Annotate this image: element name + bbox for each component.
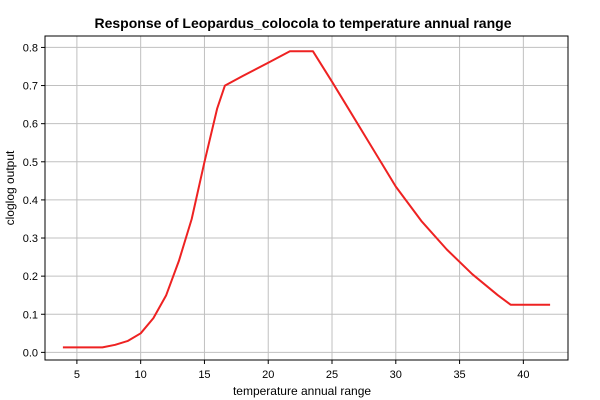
x-tick-label: 15 — [198, 369, 210, 381]
x-tick-label: 30 — [390, 369, 402, 381]
y-tick-label: 0.0 — [23, 347, 38, 359]
y-tick-label: 0.5 — [23, 157, 38, 169]
x-tick-label: 10 — [135, 369, 147, 381]
axis-ticks: 5 10 15 20 25 30 35 40 0.0 0.1 0.2 0.3 0.4 0.5 0.6 0.7 0… — [23, 42, 530, 381]
y-axis-label: cloglog output — [3, 150, 17, 225]
x-tick-label: 5 — [74, 369, 80, 381]
x-tick-label: 35 — [453, 369, 465, 381]
x-axis-label: temperature annual range — [233, 384, 371, 398]
y-tick-label: 0.7 — [23, 81, 38, 93]
y-tick-label: 0.1 — [23, 309, 38, 321]
x-tick-label: 40 — [517, 369, 529, 381]
y-tick-label: 0.2 — [23, 271, 38, 283]
y-tick-label: 0.3 — [23, 233, 38, 245]
plot-area — [44, 35, 569, 361]
series-group — [62, 50, 551, 349]
series-line-0 — [62, 50, 551, 349]
x-tick-label: 25 — [326, 369, 338, 381]
x-tick-label: 20 — [262, 369, 274, 381]
grid — [45, 36, 568, 360]
y-tick-label: 0.8 — [23, 42, 38, 54]
y-tick-label: 0.4 — [23, 195, 38, 207]
y-tick-label: 0.6 — [23, 119, 38, 131]
chart-title: Response of Leopardus_colocola to temper… — [95, 15, 512, 31]
